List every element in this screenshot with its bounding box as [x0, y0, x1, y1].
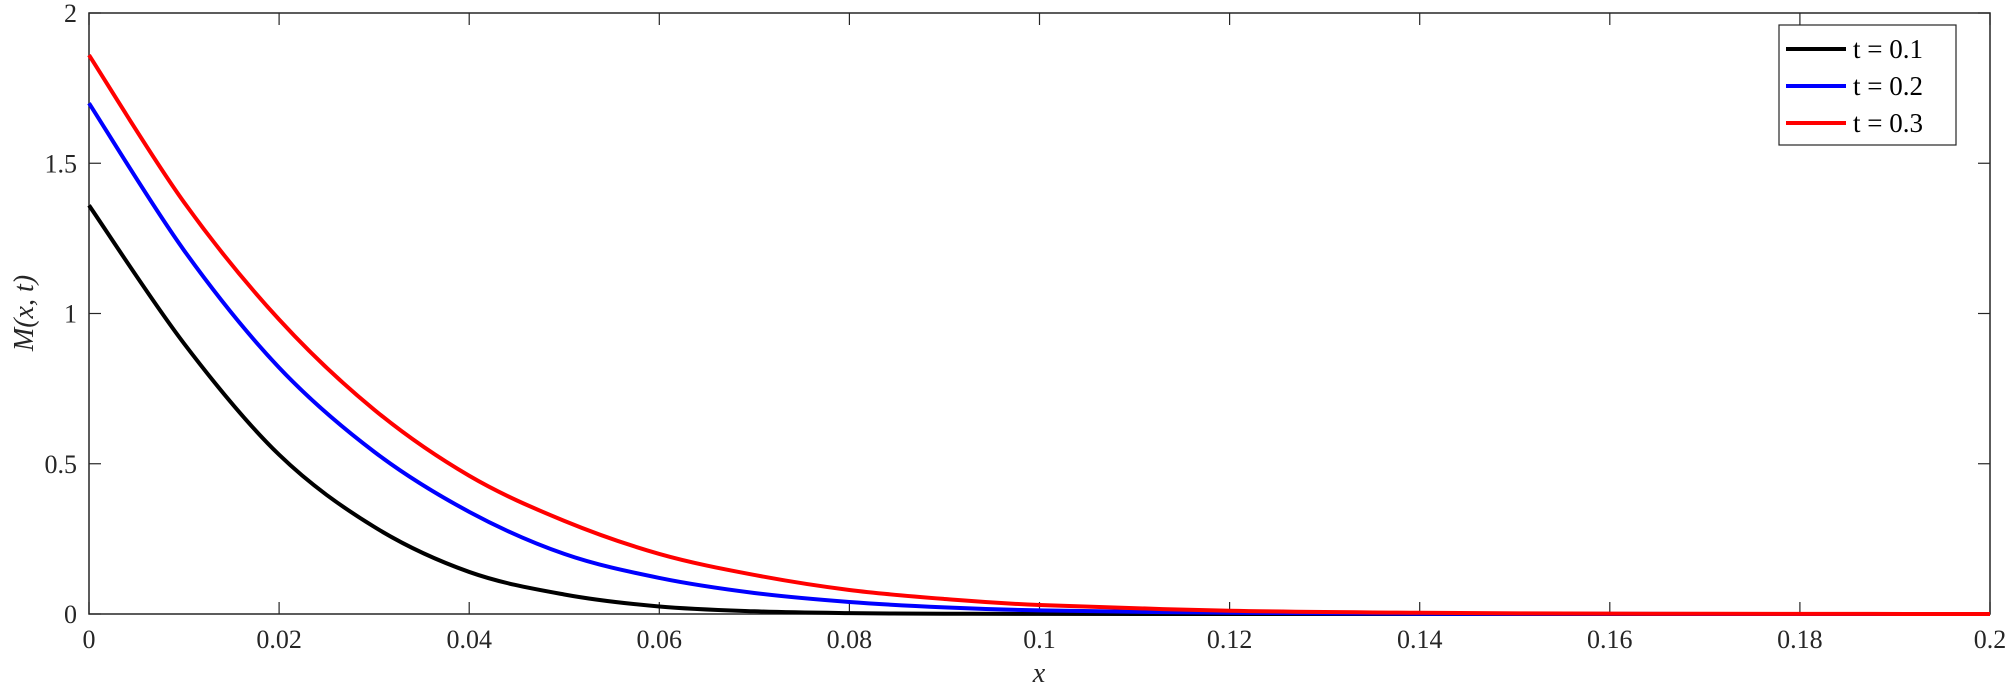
x-axis-ticks: 0 0.02 0.04 0.06 0.08 0.1 0.12 0.14 0.16 0.18 0.2 [83, 13, 2007, 654]
legend: t = 0.1 t = 0.2 t = 0.3 [1778, 24, 1957, 146]
legend-label-t-0-3: t = 0.3 [1853, 108, 1923, 138]
x-tick-label: 0.02 [256, 625, 302, 654]
y-tick-label: 1.5 [45, 149, 78, 178]
y-tick-label: 1 [64, 300, 77, 329]
legend-label-t-0-2: t = 0.2 [1853, 71, 1923, 101]
x-tick-label: 0.16 [1587, 625, 1633, 654]
y-tick-label: 0.5 [45, 450, 78, 479]
legend-label-t-0-1: t = 0.1 [1853, 34, 1923, 64]
x-tick-label: 0.18 [1777, 625, 1823, 654]
x-axis-label: x [1032, 658, 1046, 689]
y-tick-label: 0 [64, 600, 77, 629]
y-tick-label: 2 [64, 0, 77, 28]
x-tick-label: 0.08 [827, 625, 873, 654]
x-tick-label: 0.1 [1023, 625, 1056, 654]
x-tick-label: 0.04 [446, 625, 492, 654]
plot-area [88, 12, 1991, 615]
series-line-t-0-3 [87, 53, 1991, 616]
y-axis-ticks: 0 0.5 1 1.5 2 [45, 0, 1990, 629]
x-tick-label: 0.14 [1397, 625, 1443, 654]
x-tick-label: 0 [83, 625, 96, 654]
series-lines [87, 53, 1991, 617]
x-tick-label: 0.06 [637, 625, 683, 654]
y-axis-label: M(x, t) [9, 275, 40, 352]
x-tick-label: 0.2 [1974, 625, 2007, 654]
x-tick-label: 0.12 [1207, 625, 1253, 654]
